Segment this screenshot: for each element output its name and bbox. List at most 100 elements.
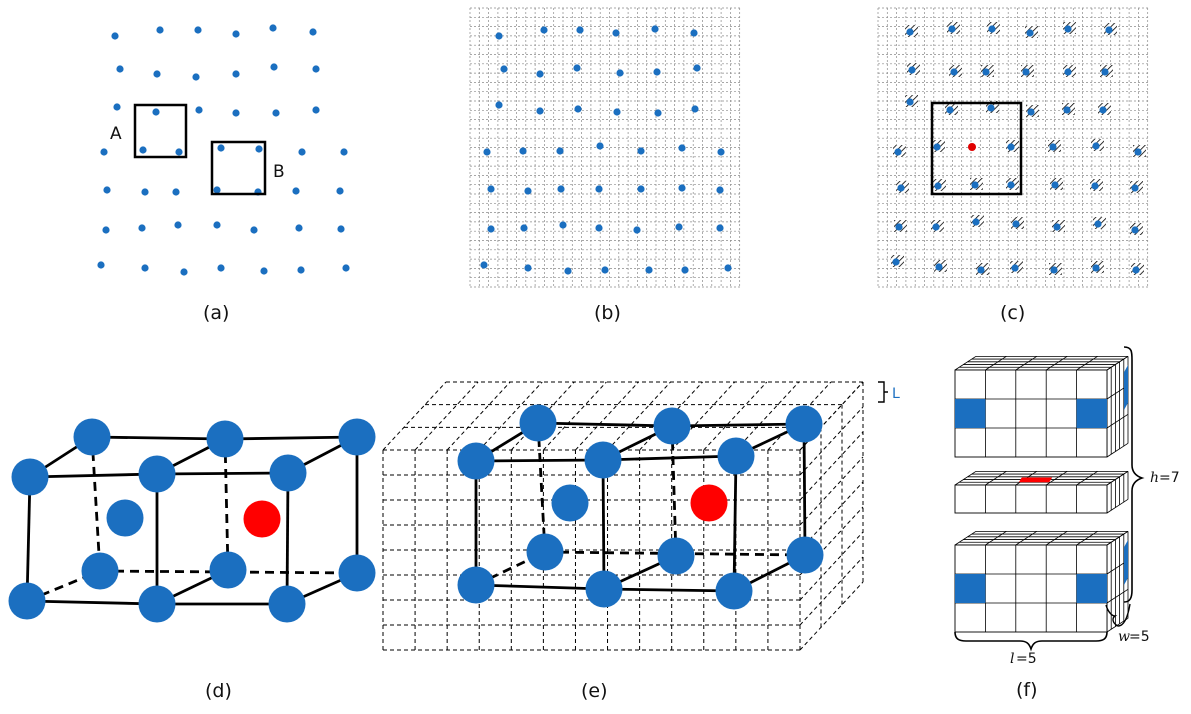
atom-point xyxy=(1064,68,1072,76)
atom xyxy=(785,405,823,443)
grid-line xyxy=(1106,471,1129,486)
atom-point xyxy=(908,66,916,74)
panel-c-occupied-cells xyxy=(891,22,1146,275)
atom-point xyxy=(495,101,503,109)
grid-line xyxy=(703,381,768,451)
atom-point xyxy=(613,108,621,116)
atom xyxy=(457,442,495,480)
atom-point xyxy=(1094,220,1102,228)
atom xyxy=(717,437,755,475)
atom-cell xyxy=(955,399,986,428)
grid-line xyxy=(1076,356,1098,371)
grid-line xyxy=(799,431,864,501)
width-brace xyxy=(1105,603,1131,627)
atom-point xyxy=(337,225,345,233)
grid-line xyxy=(735,381,800,451)
grid-line xyxy=(414,381,479,451)
atom xyxy=(653,407,691,445)
atom-point xyxy=(645,266,653,274)
atom-point xyxy=(174,221,182,229)
grid-line xyxy=(799,581,864,651)
atom-point xyxy=(102,226,110,234)
atom-point xyxy=(480,261,488,269)
atom-point xyxy=(1050,266,1058,274)
atom-point xyxy=(217,264,225,272)
grid-line xyxy=(799,556,864,626)
atom-point xyxy=(950,68,958,76)
vacancy-cell xyxy=(1018,477,1053,483)
atom xyxy=(584,441,622,479)
atom-point xyxy=(536,107,544,115)
grid-line xyxy=(1106,356,1129,371)
atom-cell-side xyxy=(1124,365,1128,410)
atom-point xyxy=(487,185,495,193)
atom-point xyxy=(977,266,985,274)
caption-c: (c) xyxy=(1000,302,1025,324)
atom-point xyxy=(934,182,942,190)
atom-cell xyxy=(1076,399,1107,428)
atom-point xyxy=(971,181,979,189)
atom-point xyxy=(612,29,620,37)
atom-point xyxy=(100,148,108,156)
atom-point xyxy=(195,106,203,114)
cell-size-label: L xyxy=(892,386,900,402)
height-value: =7 xyxy=(1159,470,1180,486)
vacancy-point xyxy=(968,143,976,151)
atom-point xyxy=(1064,25,1072,33)
atom-point xyxy=(1051,181,1059,189)
atom-point xyxy=(141,188,149,196)
panel-d: (d) xyxy=(8,418,376,702)
grid-line xyxy=(1045,471,1068,486)
atom-point xyxy=(576,26,584,34)
grid-line xyxy=(1015,531,1038,546)
atom-point xyxy=(601,266,609,274)
atom-point xyxy=(340,148,348,156)
grid-line xyxy=(1106,531,1129,546)
atom-point xyxy=(948,25,956,33)
atom-point xyxy=(1063,106,1071,114)
atom-point xyxy=(616,69,624,77)
grid-line xyxy=(767,381,832,451)
grid-line xyxy=(799,456,864,526)
grid-line xyxy=(639,381,703,451)
atom-point xyxy=(633,226,641,234)
atom-point xyxy=(573,64,581,72)
atom-point xyxy=(895,223,903,231)
grid-line xyxy=(478,381,543,451)
atom-point xyxy=(1131,184,1139,192)
grid-line xyxy=(954,471,977,486)
atom-point xyxy=(260,267,268,275)
atom-point xyxy=(116,65,124,73)
atom-point xyxy=(540,26,548,34)
atom xyxy=(457,566,495,604)
atom-point xyxy=(678,184,686,192)
atom xyxy=(106,499,144,537)
atom xyxy=(8,582,46,620)
atom xyxy=(138,585,176,623)
caption-b: (b) xyxy=(594,302,621,324)
atom-point xyxy=(298,148,306,156)
atom-point xyxy=(716,224,724,232)
atom xyxy=(268,585,306,623)
atom-point xyxy=(519,147,527,155)
atom-point xyxy=(156,26,164,34)
atom-point xyxy=(946,106,954,114)
atom-point xyxy=(906,28,914,36)
length-brace xyxy=(954,631,1108,652)
atom-point xyxy=(716,186,724,194)
atom-point xyxy=(681,266,689,274)
atom-point xyxy=(175,148,183,156)
atom-point xyxy=(693,64,701,72)
cell-size-bracket xyxy=(878,381,888,403)
caption-a: (a) xyxy=(203,302,229,324)
width-value: =5 xyxy=(1129,629,1150,645)
atom-point xyxy=(596,142,604,150)
grid-line xyxy=(1076,471,1098,486)
atom-point xyxy=(690,29,698,37)
atom xyxy=(138,455,176,493)
box-a-label: A xyxy=(110,124,122,144)
grid-line xyxy=(985,356,1007,371)
atom-point xyxy=(217,144,225,152)
atom-point xyxy=(269,24,277,32)
